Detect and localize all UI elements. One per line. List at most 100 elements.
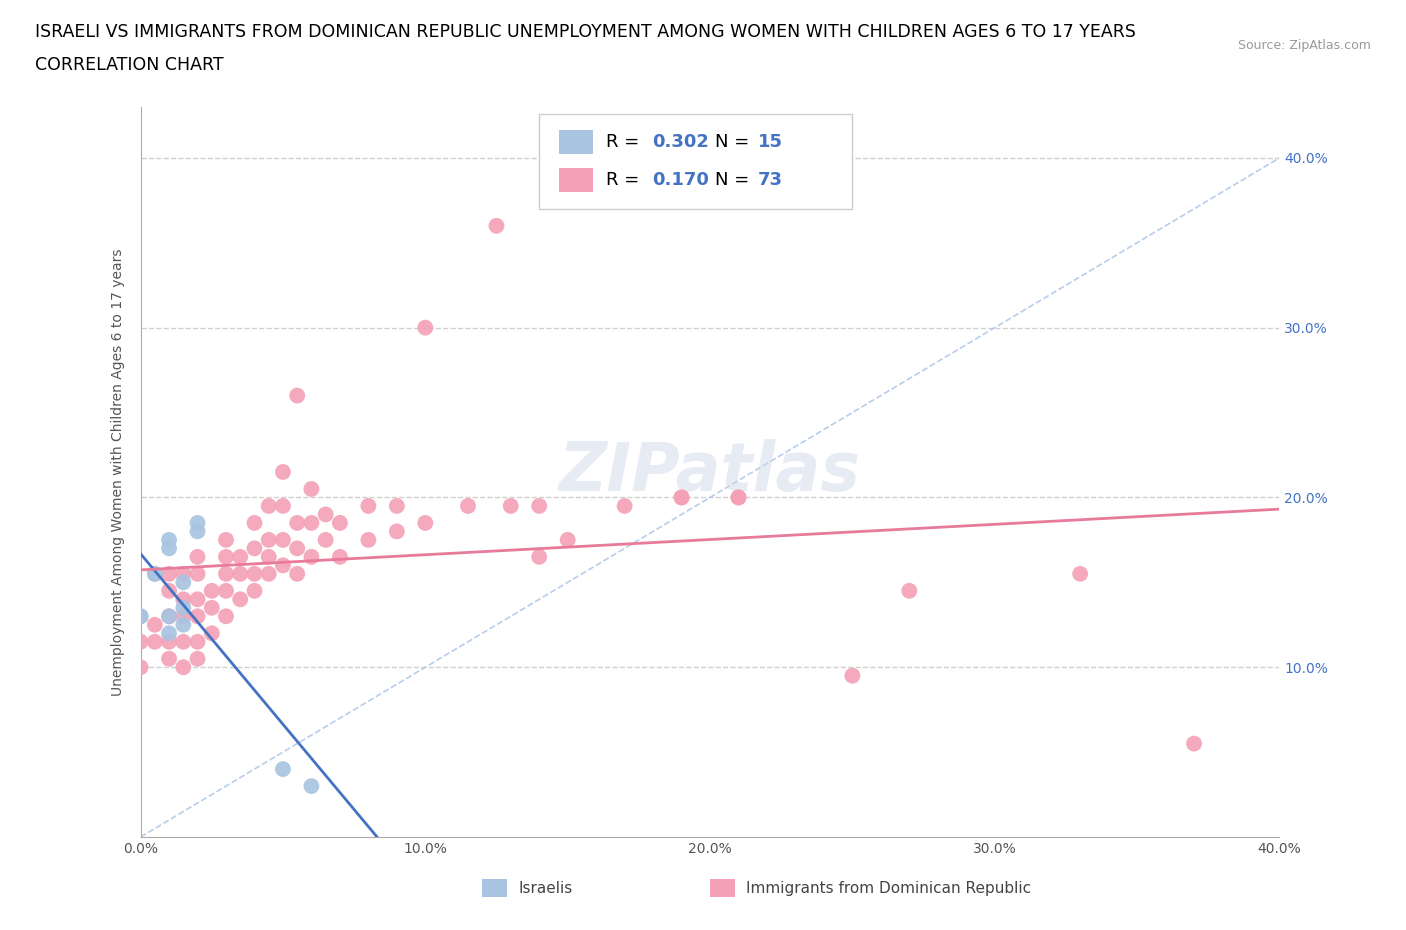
- Point: [201, 601, 224, 616]
- Point: [157, 566, 180, 581]
- Point: [186, 609, 209, 624]
- Point: [257, 566, 280, 581]
- Point: [271, 533, 294, 548]
- Point: [485, 219, 508, 233]
- Point: [215, 550, 238, 565]
- Point: [385, 498, 408, 513]
- Text: CORRELATION CHART: CORRELATION CHART: [35, 56, 224, 73]
- Point: [301, 550, 323, 565]
- FancyBboxPatch shape: [482, 879, 508, 897]
- Point: [172, 566, 194, 581]
- Point: [415, 515, 437, 530]
- Point: [172, 659, 194, 674]
- Point: [143, 566, 166, 581]
- Text: R =: R =: [606, 133, 645, 151]
- Point: [215, 533, 238, 548]
- Point: [157, 609, 180, 624]
- Point: [671, 490, 693, 505]
- Point: [243, 541, 266, 556]
- FancyBboxPatch shape: [558, 168, 593, 192]
- Point: [186, 651, 209, 666]
- Text: 73: 73: [758, 171, 783, 189]
- Point: [457, 498, 479, 513]
- Point: [285, 541, 308, 556]
- Point: [229, 550, 252, 565]
- Point: [129, 609, 152, 624]
- Point: [357, 533, 380, 548]
- Point: [285, 388, 308, 403]
- Point: [172, 591, 194, 606]
- Point: [143, 618, 166, 632]
- Point: [201, 626, 224, 641]
- Point: [529, 550, 551, 565]
- Point: [301, 515, 323, 530]
- Text: Immigrants from Dominican Republic: Immigrants from Dominican Republic: [747, 881, 1032, 896]
- Point: [1182, 737, 1205, 751]
- Point: [186, 515, 209, 530]
- Point: [271, 465, 294, 480]
- Point: [271, 558, 294, 573]
- FancyBboxPatch shape: [710, 879, 735, 897]
- Point: [172, 609, 194, 624]
- Text: R =: R =: [606, 171, 645, 189]
- Point: [172, 575, 194, 590]
- Point: [186, 591, 209, 606]
- Point: [529, 498, 551, 513]
- Point: [329, 550, 352, 565]
- Point: [172, 634, 194, 649]
- Point: [257, 533, 280, 548]
- Point: [186, 524, 209, 538]
- FancyBboxPatch shape: [558, 130, 593, 153]
- Text: ISRAELI VS IMMIGRANTS FROM DOMINICAN REPUBLIC UNEMPLOYMENT AMONG WOMEN WITH CHIL: ISRAELI VS IMMIGRANTS FROM DOMINICAN REP…: [35, 23, 1136, 41]
- Point: [143, 634, 166, 649]
- Point: [157, 541, 180, 556]
- Point: [415, 320, 437, 335]
- Point: [215, 609, 238, 624]
- Text: Israelis: Israelis: [519, 881, 574, 896]
- Point: [215, 566, 238, 581]
- Point: [285, 566, 308, 581]
- Point: [671, 490, 693, 505]
- Point: [172, 601, 194, 616]
- Text: N =: N =: [714, 133, 755, 151]
- Point: [172, 618, 194, 632]
- Text: 15: 15: [758, 133, 783, 151]
- Text: 0.170: 0.170: [652, 171, 709, 189]
- Point: [727, 490, 749, 505]
- Point: [727, 490, 749, 505]
- Point: [229, 566, 252, 581]
- Point: [357, 498, 380, 513]
- Point: [129, 609, 152, 624]
- Point: [143, 566, 166, 581]
- Point: [157, 609, 180, 624]
- Point: [257, 550, 280, 565]
- Point: [271, 498, 294, 513]
- FancyBboxPatch shape: [540, 114, 852, 209]
- Point: [186, 550, 209, 565]
- Text: 0.302: 0.302: [652, 133, 709, 151]
- Point: [271, 762, 294, 777]
- Point: [186, 566, 209, 581]
- Point: [301, 778, 323, 793]
- Point: [301, 482, 323, 497]
- Text: ZIPatlas: ZIPatlas: [560, 439, 860, 505]
- Point: [329, 515, 352, 530]
- Point: [157, 626, 180, 641]
- Text: Source: ZipAtlas.com: Source: ZipAtlas.com: [1237, 39, 1371, 52]
- Point: [157, 533, 180, 548]
- Point: [157, 634, 180, 649]
- Y-axis label: Unemployment Among Women with Children Ages 6 to 17 years: Unemployment Among Women with Children A…: [111, 248, 125, 696]
- Point: [257, 498, 280, 513]
- Point: [385, 524, 408, 538]
- Point: [157, 651, 180, 666]
- Point: [201, 583, 224, 598]
- Point: [186, 634, 209, 649]
- Point: [129, 659, 152, 674]
- Point: [613, 498, 636, 513]
- Point: [898, 583, 921, 598]
- Point: [315, 507, 337, 522]
- Point: [243, 583, 266, 598]
- Point: [285, 515, 308, 530]
- Point: [499, 498, 522, 513]
- Point: [229, 591, 252, 606]
